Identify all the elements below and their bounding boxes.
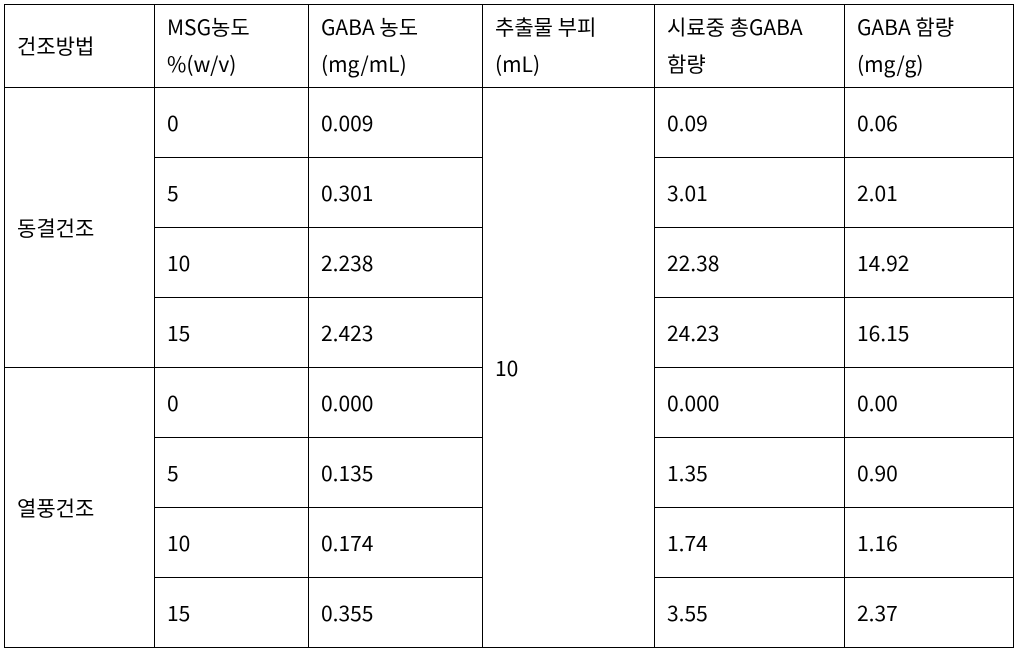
col-header-total-gaba: 시료중 총GABA 함량 xyxy=(655,5,845,88)
msg-cell: 5 xyxy=(155,158,309,228)
gaba-content-cell: 0.00 xyxy=(845,368,1014,438)
header-line: (mL) xyxy=(495,49,540,79)
header-line: GABA 농도 xyxy=(321,12,418,42)
msg-cell: 5 xyxy=(155,438,309,508)
header-text: GABA 함량 (mg/g) xyxy=(857,9,1001,83)
header-text: 시료중 총GABA 함량 xyxy=(667,9,832,83)
total-gaba-cell: 0.09 xyxy=(655,88,845,158)
header-line: (mg/g) xyxy=(857,49,923,79)
header-line: MSG농도 xyxy=(167,12,250,42)
gaba-conc-cell: 0.000 xyxy=(309,368,483,438)
msg-cell: 15 xyxy=(155,298,309,368)
msg-cell: 10 xyxy=(155,508,309,578)
gaba-conc-cell: 0.355 xyxy=(309,578,483,648)
header-text: MSG농도 %(w/v) xyxy=(167,9,296,83)
msg-cell: 15 xyxy=(155,578,309,648)
msg-cell: 10 xyxy=(155,228,309,298)
col-header-gaba-conc: GABA 농도 (mg/mL) xyxy=(309,5,483,88)
total-gaba-cell: 1.35 xyxy=(655,438,845,508)
gaba-conc-cell: 0.174 xyxy=(309,508,483,578)
total-gaba-cell: 24.23 xyxy=(655,298,845,368)
col-header-gaba-content: GABA 함량 (mg/g) xyxy=(845,5,1014,88)
header-line: 시료중 총GABA xyxy=(667,12,803,42)
header-line: GABA 함량 xyxy=(857,12,954,42)
gaba-content-cell: 14.92 xyxy=(845,228,1014,298)
gaba-conc-cell: 2.238 xyxy=(309,228,483,298)
total-gaba-cell: 22.38 xyxy=(655,228,845,298)
gaba-content-cell: 0.06 xyxy=(845,88,1014,158)
header-text: 건조방법 xyxy=(17,36,142,57)
total-gaba-cell: 3.55 xyxy=(655,578,845,648)
total-gaba-cell: 3.01 xyxy=(655,158,845,228)
col-header-method: 건조방법 xyxy=(5,5,155,88)
method-cell: 동결건조 xyxy=(5,88,155,368)
gaba-conc-cell: 0.135 xyxy=(309,438,483,508)
gaba-content-cell: 2.01 xyxy=(845,158,1014,228)
header-line: (mg/mL) xyxy=(321,49,407,79)
gaba-content-cell: 16.15 xyxy=(845,298,1014,368)
method-cell: 열풍건조 xyxy=(5,368,155,648)
gaba-conc-cell: 0.009 xyxy=(309,88,483,158)
header-line: 함량 xyxy=(667,49,706,79)
extract-vol-cell: 10 xyxy=(483,88,655,648)
gaba-content-cell: 1.16 xyxy=(845,508,1014,578)
header-text: 추출물 부피 (mL) xyxy=(495,9,642,83)
gaba-conc-cell: 0.301 xyxy=(309,158,483,228)
total-gaba-cell: 1.74 xyxy=(655,508,845,578)
gaba-content-cell: 2.37 xyxy=(845,578,1014,648)
header-text: GABA 농도 (mg/mL) xyxy=(321,9,470,83)
gaba-data-table: 건조방법 MSG농도 %(w/v) GABA 농도 (mg/mL) 추출물 부피… xyxy=(4,4,1014,648)
msg-cell: 0 xyxy=(155,368,309,438)
gaba-content-cell: 0.90 xyxy=(845,438,1014,508)
gaba-conc-cell: 2.423 xyxy=(309,298,483,368)
table-row: 동결건조 0 0.009 10 0.09 0.06 xyxy=(5,88,1014,158)
table-header-row: 건조방법 MSG농도 %(w/v) GABA 농도 (mg/mL) 추출물 부피… xyxy=(5,5,1014,88)
table-container: 건조방법 MSG농도 %(w/v) GABA 농도 (mg/mL) 추출물 부피… xyxy=(4,4,1013,648)
col-header-msg: MSG농도 %(w/v) xyxy=(155,5,309,88)
msg-cell: 0 xyxy=(155,88,309,158)
header-line: %(w/v) xyxy=(167,49,236,79)
col-header-extract-vol: 추출물 부피 (mL) xyxy=(483,5,655,88)
header-line: 추출물 부피 xyxy=(495,12,596,42)
total-gaba-cell: 0.000 xyxy=(655,368,845,438)
